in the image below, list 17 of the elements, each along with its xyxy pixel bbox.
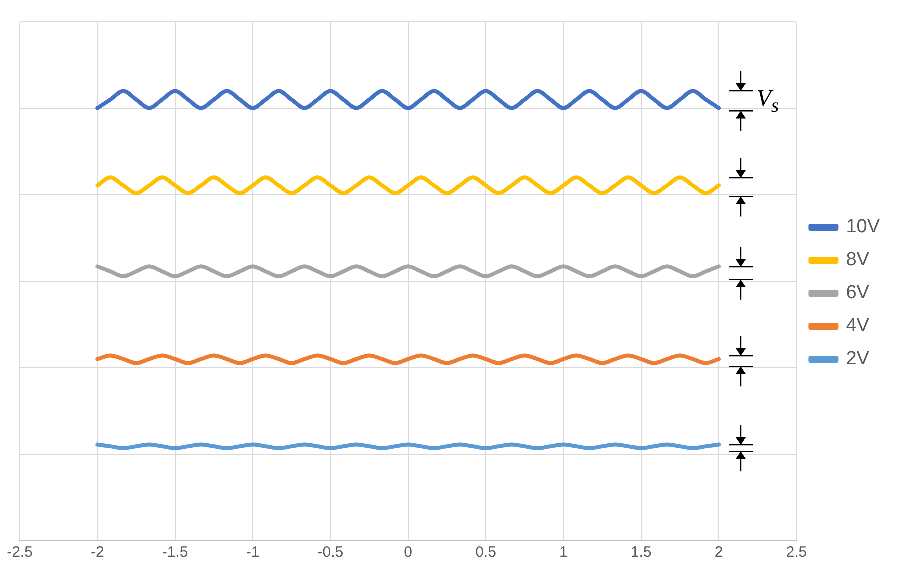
legend-label: 8V [846, 250, 870, 271]
legend-label: 10V [846, 216, 880, 238]
annotation: V$_{s}$ [756, 86, 780, 118]
x-tick-label: -0.5 [318, 544, 344, 562]
x-tick-label: 1.5 [630, 544, 652, 562]
legend-label: 2V [846, 348, 870, 370]
x-tick-label: -2 [90, 544, 104, 562]
x-tick-label: 2.5 [786, 544, 808, 562]
x-tick-label: 1 [560, 544, 568, 562]
x-tick-label: -2.5 [7, 544, 33, 562]
x-tick-label: 2 [714, 544, 724, 562]
x-tick-label: 0 [404, 544, 413, 562]
x-tick-label: -1 [246, 544, 260, 562]
legend-label: 4V [846, 316, 870, 337]
legend-label: 6V [846, 282, 870, 304]
x-tick-label: -1.5 [162, 544, 188, 562]
x-tick-label: 0.5 [476, 544, 496, 562]
